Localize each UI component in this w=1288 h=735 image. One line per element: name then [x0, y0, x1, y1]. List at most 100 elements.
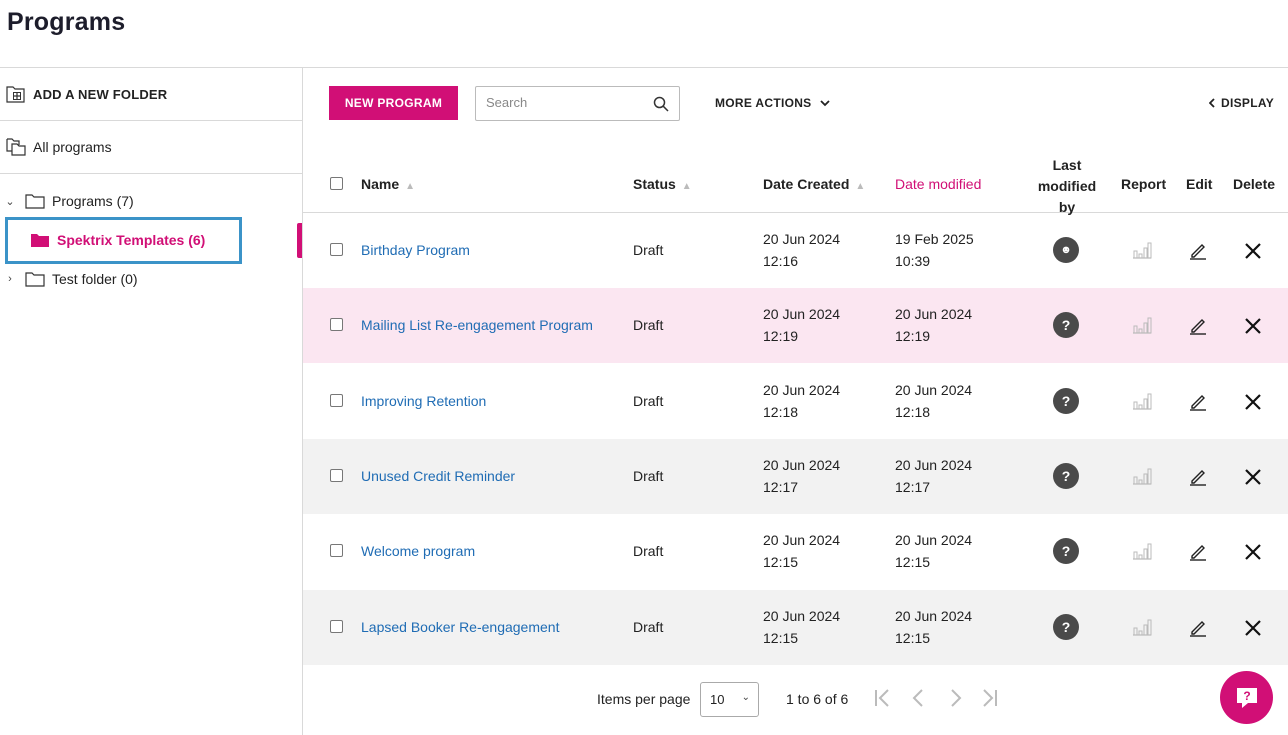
- chevron-down-icon[interactable]: ⌄: [5, 195, 15, 208]
- selection-highlight: [5, 217, 242, 264]
- previous-page-icon[interactable]: [909, 688, 929, 708]
- date-modified-date: 20 Jun 2024: [895, 381, 973, 398]
- date-modified-time: 12:19: [895, 328, 931, 345]
- next-page-icon[interactable]: [945, 688, 965, 708]
- search-icon[interactable]: [653, 96, 669, 112]
- first-page-icon[interactable]: [873, 688, 893, 708]
- delete-x-icon[interactable]: [1244, 619, 1262, 637]
- select-all-checkbox[interactable]: [330, 177, 343, 190]
- program-status: Draft: [633, 543, 664, 560]
- program-name-link[interactable]: Unused Credit Reminder: [361, 467, 516, 484]
- program-name-link[interactable]: Birthday Program: [361, 242, 470, 258]
- column-header-date-modified[interactable]: Date modified: [895, 176, 982, 192]
- items-per-page-label: Items per page: [597, 691, 691, 707]
- column-header-date-created[interactable]: Date Created ▲: [763, 176, 865, 192]
- edit-pencil-icon[interactable]: [1188, 541, 1208, 561]
- table-row[interactable]: Lapsed Booker Re-engagement Draft 20 Jun…: [303, 589, 1288, 665]
- program-status: Draft: [633, 467, 664, 484]
- help-button[interactable]: ?: [1220, 671, 1273, 724]
- report-chart-icon[interactable]: [1132, 618, 1152, 636]
- items-per-page-value: 10: [710, 692, 725, 707]
- chevron-down-icon: [819, 99, 830, 106]
- tree-folder-spektrix-templates[interactable]: Spektrix Templates (6): [30, 232, 205, 248]
- row-checkbox[interactable]: [330, 468, 343, 482]
- column-header-name[interactable]: Name ▲: [361, 176, 415, 192]
- column-last-label-2: modified by: [1037, 178, 1097, 215]
- more-actions-dropdown[interactable]: MORE ACTIONS: [715, 96, 830, 110]
- search-input[interactable]: [486, 95, 646, 110]
- all-programs-label: All programs: [33, 139, 112, 155]
- unknown-user-avatar: ?: [1053, 538, 1079, 565]
- add-folder-icon: [6, 86, 25, 103]
- program-name-link[interactable]: Mailing List Re-engagement Program: [361, 317, 593, 334]
- tree-folder-programs[interactable]: ⌄ Programs (7): [5, 193, 133, 209]
- edit-pencil-icon[interactable]: [1188, 466, 1208, 486]
- date-modified: 19 Feb 2025 10:39: [895, 228, 974, 272]
- date-modified-date: 20 Jun 2024: [895, 456, 973, 473]
- column-header-status[interactable]: Status ▲: [633, 176, 692, 192]
- unknown-user-avatar: ?: [1053, 312, 1079, 339]
- date-created-date: 20 Jun 2024: [763, 607, 841, 624]
- folder-sidebar: ADD A NEW FOLDER All programs ⌄ Programs…: [0, 68, 303, 735]
- table-row[interactable]: Birthday Program Draft 20 Jun 2024 12:16…: [303, 213, 1288, 288]
- program-name-link[interactable]: Improving Retention: [361, 392, 487, 409]
- table-header: Name ▲ Status ▲ Date Created ▲ Date modifie…: [303, 145, 1288, 215]
- program-name-link[interactable]: Welcome program: [361, 543, 476, 560]
- last-page-icon[interactable]: [979, 688, 999, 708]
- column-header-edit: Edit: [1186, 176, 1213, 192]
- new-program-button[interactable]: NEW PROGRAM: [329, 86, 458, 120]
- delete-x-icon[interactable]: [1244, 242, 1262, 260]
- delete-x-icon[interactable]: [1244, 468, 1262, 486]
- delete-x-icon[interactable]: [1244, 393, 1262, 411]
- table-row[interactable]: Unused Credit Reminder Draft 20 Jun 2024…: [303, 438, 1288, 514]
- report-chart-icon[interactable]: [1132, 316, 1152, 334]
- date-created: 20 Jun 2024 12:16: [763, 228, 840, 272]
- report-chart-icon[interactable]: [1132, 542, 1152, 560]
- column-name-label: Name: [361, 176, 400, 192]
- date-modified-date: 20 Jun 2024: [895, 306, 973, 323]
- delete-x-icon[interactable]: [1244, 543, 1262, 561]
- column-last-label-1: Last: [1052, 157, 1082, 173]
- date-modified: 20 Jun 2024 12:17: [895, 454, 972, 498]
- report-chart-icon[interactable]: [1132, 467, 1152, 485]
- search-box: [475, 86, 680, 121]
- date-created-time: 12:15: [763, 554, 799, 571]
- date-modified-time: 10:39: [895, 253, 931, 269]
- date-created-time: 12:19: [763, 328, 799, 345]
- edit-pencil-icon[interactable]: [1188, 315, 1208, 335]
- row-checkbox[interactable]: [330, 544, 343, 558]
- tree-folder-test[interactable]: › Test folder (0): [5, 271, 137, 287]
- row-checkbox[interactable]: [330, 243, 343, 256]
- date-created-date: 20 Jun 2024: [763, 306, 841, 323]
- date-created-date: 20 Jun 2024: [763, 381, 841, 398]
- column-header-last-modified-by[interactable]: Last modified by: [1029, 155, 1105, 218]
- row-checkbox[interactable]: [330, 393, 343, 407]
- help-chat-icon: ?: [1236, 687, 1257, 708]
- report-chart-icon[interactable]: [1132, 392, 1152, 410]
- table-row[interactable]: Improving Retention Draft 20 Jun 2024 12…: [303, 364, 1288, 439]
- table-row[interactable]: Welcome program Draft 20 Jun 2024 12:15 …: [303, 514, 1288, 589]
- delete-x-icon[interactable]: [1244, 317, 1262, 335]
- program-name-link[interactable]: Lapsed Booker Re-engagement: [361, 618, 560, 635]
- report-chart-icon[interactable]: [1132, 241, 1152, 259]
- row-checkbox[interactable]: [330, 619, 343, 633]
- date-modified-time: 12:18: [895, 403, 931, 420]
- date-modified: 20 Jun 2024 12:18: [895, 379, 972, 423]
- edit-pencil-icon[interactable]: [1188, 240, 1208, 260]
- edit-pencil-icon[interactable]: [1188, 617, 1208, 637]
- items-per-page-select[interactable]: 10 ⌄: [700, 682, 759, 717]
- more-actions-label: MORE ACTIONS: [715, 96, 812, 110]
- date-created-time: 12:16: [763, 253, 799, 269]
- row-checkbox[interactable]: [330, 318, 343, 332]
- column-header-report: Report: [1121, 176, 1167, 192]
- table-row[interactable]: Mailing List Re-engagement Program Draft…: [303, 288, 1288, 364]
- date-created: 20 Jun 2024 12:17: [763, 454, 840, 498]
- add-folder-button[interactable]: ADD A NEW FOLDER: [0, 68, 302, 121]
- header-divider: [0, 67, 1288, 68]
- chevron-right-icon[interactable]: ›: [8, 273, 12, 285]
- sort-up-icon: ▲: [405, 181, 416, 192]
- all-programs-link[interactable]: All programs: [0, 121, 302, 174]
- date-modified-time: 12:15: [895, 629, 931, 646]
- edit-pencil-icon[interactable]: [1188, 391, 1208, 411]
- display-toggle[interactable]: DISPLAY: [1209, 96, 1274, 110]
